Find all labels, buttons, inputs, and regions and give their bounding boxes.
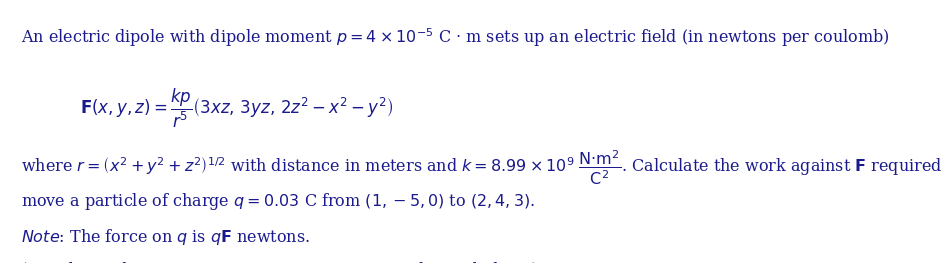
Text: $\mathit{Note}$: The force on $q$ is $q\mathbf{F}$ newtons.: $\mathit{Note}$: The force on $q$ is $q\… — [21, 227, 310, 247]
Text: (Use decimal notation. Give your answer to one decimal place.): (Use decimal notation. Give your answer … — [21, 262, 538, 263]
Text: move a particle of charge $q = 0.03$ C from $(1, -5, 0)$ to $(2, 4, 3)$.: move a particle of charge $q = 0.03$ C f… — [21, 191, 535, 212]
Text: where $r = \left(x^2 + y^2 + z^2\right)^{1/2}$ with distance in meters and $k = : where $r = \left(x^2 + y^2 + z^2\right)^… — [21, 149, 943, 187]
Text: An electric dipole with dipole moment $p = 4 \times 10^{-5}$ C $\cdot$ m sets up: An electric dipole with dipole moment $p… — [21, 26, 889, 49]
Text: $\mathbf{F}(x, y, z) = \dfrac{kp}{r^5}\left(3xz,\, 3yz,\, 2z^2 - x^2 - y^2\right: $\mathbf{F}(x, y, z) = \dfrac{kp}{r^5}\l… — [80, 87, 393, 130]
